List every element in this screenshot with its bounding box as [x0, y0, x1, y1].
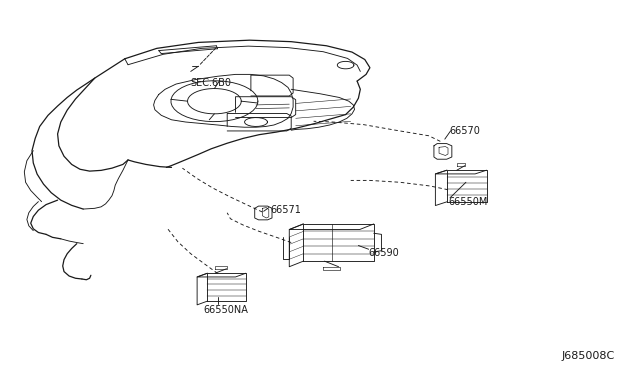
Text: 66571: 66571	[271, 205, 301, 215]
Text: 66550NA: 66550NA	[204, 305, 248, 314]
Text: 66550M: 66550M	[448, 197, 488, 206]
Text: SEC.6B0: SEC.6B0	[191, 78, 232, 87]
Text: 66590: 66590	[368, 248, 399, 258]
Text: J685008C: J685008C	[561, 352, 614, 361]
Text: 66570: 66570	[449, 126, 480, 136]
